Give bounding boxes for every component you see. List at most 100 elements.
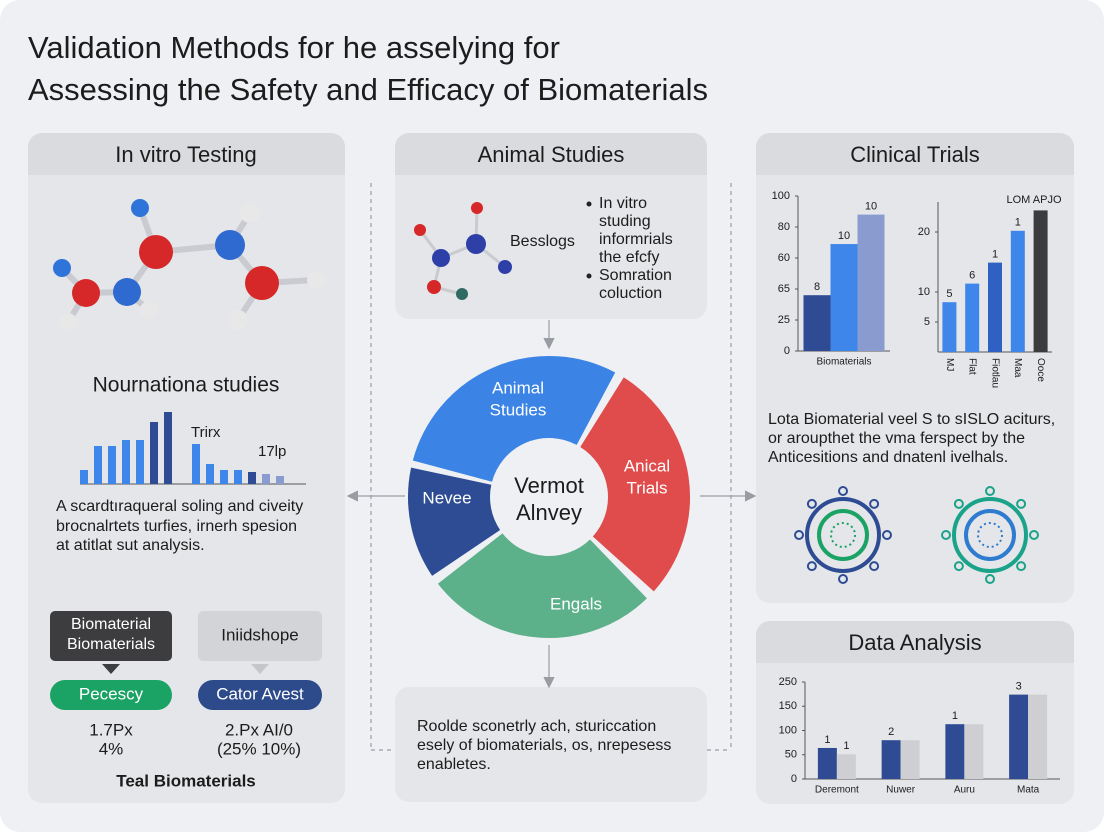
value-label: 1 <box>843 740 849 752</box>
cycle-segment <box>412 356 616 484</box>
y-tick-label: 250 <box>779 676 797 688</box>
stat: 2.Px AI/0 <box>225 720 293 739</box>
x-tick-label: Biomaterials <box>816 357 871 368</box>
x-tick-label: Flat <box>967 358 978 375</box>
y-tick-label: 80 <box>778 221 790 233</box>
value-label: 6 <box>969 270 975 282</box>
pill <box>50 680 172 710</box>
note: enabletes. <box>417 756 491 773</box>
stat: 1.7Px <box>89 720 133 739</box>
pill <box>198 680 322 710</box>
bar <box>1010 230 1025 352</box>
icon-dot <box>869 561 880 572</box>
value-label: 10 <box>865 201 877 213</box>
cycle-label: Studies <box>490 400 547 419</box>
box <box>50 611 172 661</box>
icon-dot <box>985 486 995 496</box>
stat: (25% 10%) <box>217 739 301 758</box>
x-tick-label: Ooce <box>1035 358 1046 382</box>
bullet-text: the efcfy <box>599 249 659 266</box>
box-label: Biomaterials <box>67 636 155 653</box>
y-tick-label: 0 <box>791 773 797 785</box>
value-label: 1 <box>1015 217 1021 229</box>
icon-dot <box>1016 498 1027 509</box>
pointer <box>251 664 269 674</box>
icon-dot <box>1029 530 1039 540</box>
cycle-center: Alnvey <box>516 500 582 525</box>
y-tick-label: 100 <box>772 190 790 202</box>
panel-title: Clinical Trials <box>850 142 980 167</box>
connectors <box>346 183 757 751</box>
note: Roolde sconetrly ach, sturiccation <box>417 718 656 735</box>
y-tick-label: 100 <box>779 724 797 736</box>
value-label: 2 <box>888 726 894 738</box>
title: Assessing the Safety and Efficacy of Bio… <box>28 72 708 107</box>
y-tick-label: 60 <box>778 252 790 264</box>
cycle-segment <box>437 532 647 638</box>
y-tick-label: 25 <box>778 314 790 326</box>
bullet <box>586 201 592 207</box>
panel-title: Animal Studies <box>478 142 625 167</box>
paragraph: A scardtıraqueral soling and civeity <box>56 498 303 515</box>
x-tick-label: Nuwer <box>886 785 916 796</box>
cycle-label: Trials <box>627 478 668 497</box>
y-tick-label: 65 <box>778 283 790 295</box>
bar <box>988 262 1002 352</box>
icons <box>794 486 1039 584</box>
x-tick-label: Deremont <box>815 785 859 796</box>
value-label: 1 <box>992 249 998 261</box>
y-tick-label: 5 <box>924 316 930 328</box>
mini-bars <box>80 412 306 485</box>
icon-dot <box>806 561 817 572</box>
icon-dot <box>953 561 964 572</box>
x-tick-label: Maa <box>1012 358 1023 378</box>
icon-ring <box>977 522 1003 548</box>
icon-ring <box>952 497 1028 573</box>
bar <box>942 302 957 352</box>
bullet-text: informrials <box>599 231 673 248</box>
cycle-label: Anical <box>624 456 670 475</box>
paragraph: at atitlat sut analysis. <box>56 537 205 554</box>
note: esely of biomaterials, os, nrepesess <box>417 737 671 754</box>
value-label: 3 <box>1016 681 1022 693</box>
stat: 4% <box>99 739 124 758</box>
icon-dot <box>953 498 964 509</box>
paragraph: Anticesitions and dnatenl ivelhals. <box>768 449 1008 466</box>
icon-dot <box>838 486 848 496</box>
icon-dot <box>941 530 951 540</box>
bar <box>881 740 901 779</box>
box-label: Iniidshope <box>221 625 299 644</box>
subtitle: Nournationa studies <box>93 374 280 397</box>
pill-label: Cator Avest <box>216 684 304 703</box>
icon-dot <box>985 574 995 584</box>
value-label: 8 <box>814 281 820 293</box>
x-tick-label: Fiotlau <box>989 358 1000 388</box>
icon-dot <box>794 530 804 540</box>
box-label: Biomaterial <box>71 616 151 633</box>
bar <box>945 724 965 779</box>
y-tick-label: 150 <box>779 700 797 712</box>
cycle-label: Engals <box>550 594 602 613</box>
bullet-text: In vitro <box>599 195 647 212</box>
value-label: 1 <box>952 710 958 722</box>
y-tick-label: 20 <box>918 226 930 238</box>
paragraph: or aroupthet the vma ferspect by the <box>768 430 1025 447</box>
value-label: 5 <box>946 288 952 300</box>
chart-label: Trirx <box>191 424 221 441</box>
bar <box>1028 694 1048 779</box>
icon-dot <box>806 498 817 509</box>
bullet-text: studing <box>599 213 651 230</box>
icon-ring <box>817 509 869 561</box>
box <box>198 611 322 661</box>
x-tick-label: Auru <box>954 785 975 796</box>
icon-ring <box>805 497 881 573</box>
bar <box>830 244 858 351</box>
icon-ring <box>830 522 856 548</box>
chart-note: LOM APJO <box>1006 194 1061 206</box>
pill-label: Pecescy <box>79 684 144 703</box>
icon-dot <box>1016 561 1027 572</box>
value-label: 1 <box>824 734 830 746</box>
molecule <box>53 199 325 331</box>
cycle-label: Nevee <box>422 488 471 507</box>
